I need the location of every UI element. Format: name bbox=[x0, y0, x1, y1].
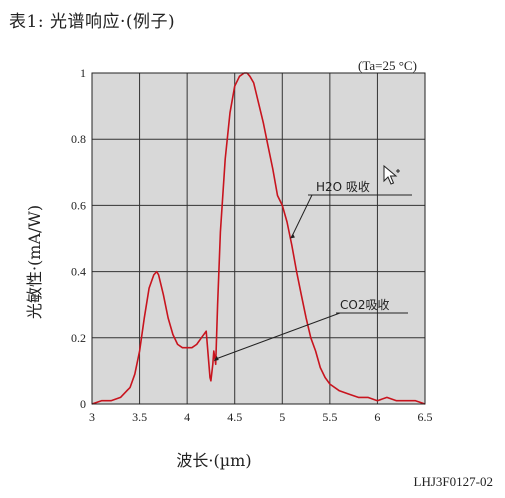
x-axis-title: 波长·(µm) bbox=[176, 451, 251, 470]
plot-frame bbox=[91, 72, 426, 405]
figure-id: LHJ3F0127-02 bbox=[413, 474, 493, 489]
x-tick-label: 3 bbox=[89, 410, 95, 424]
x-tick-label: 4 bbox=[184, 410, 190, 424]
annotation-label: CO2吸收 bbox=[340, 298, 389, 312]
figure-caption: 表1: 光谱响应·(例子) bbox=[9, 12, 176, 32]
x-tick-label: 6 bbox=[374, 410, 380, 424]
annotation-arrowhead bbox=[213, 355, 219, 361]
x-tick-label: 3.5 bbox=[132, 410, 147, 424]
y-tick-label: 0.4 bbox=[71, 265, 86, 279]
y-axis-title: 光敏性·(mA/W) bbox=[25, 205, 44, 319]
y-tick-label: 0 bbox=[80, 397, 86, 411]
mouse-pointer-icon bbox=[383, 164, 400, 185]
annotation-leader bbox=[291, 194, 313, 237]
y-axis-ticks: 0 0.2 0.4 0.6 0.8 1 bbox=[71, 66, 86, 411]
x-axis-ticks: 3 3.5 4 4.5 5 5.5 6 6.5 bbox=[89, 410, 433, 424]
grid-lines bbox=[92, 73, 425, 404]
y-tick-label: 1 bbox=[80, 66, 86, 80]
annotations: H2O 吸收 CO2吸收 bbox=[213, 180, 412, 361]
y-tick-label: 0.2 bbox=[71, 331, 86, 345]
y-tick-label: 0.8 bbox=[71, 132, 86, 146]
annotation-arrowhead bbox=[289, 233, 295, 239]
plot-area bbox=[92, 73, 425, 404]
spectral-response-line bbox=[91, 72, 426, 405]
x-tick-label: 5.5 bbox=[322, 410, 337, 424]
x-tick-label: 4.5 bbox=[227, 410, 242, 424]
x-tick-label: 6.5 bbox=[418, 410, 433, 424]
y-tick-label: 0.6 bbox=[71, 198, 86, 212]
measurement-condition: (Ta=25 °C) bbox=[358, 58, 417, 73]
annotation-leader bbox=[215, 312, 341, 360]
annotation-label: H2O 吸收 bbox=[316, 180, 370, 194]
x-tick-label: 5 bbox=[279, 410, 285, 424]
